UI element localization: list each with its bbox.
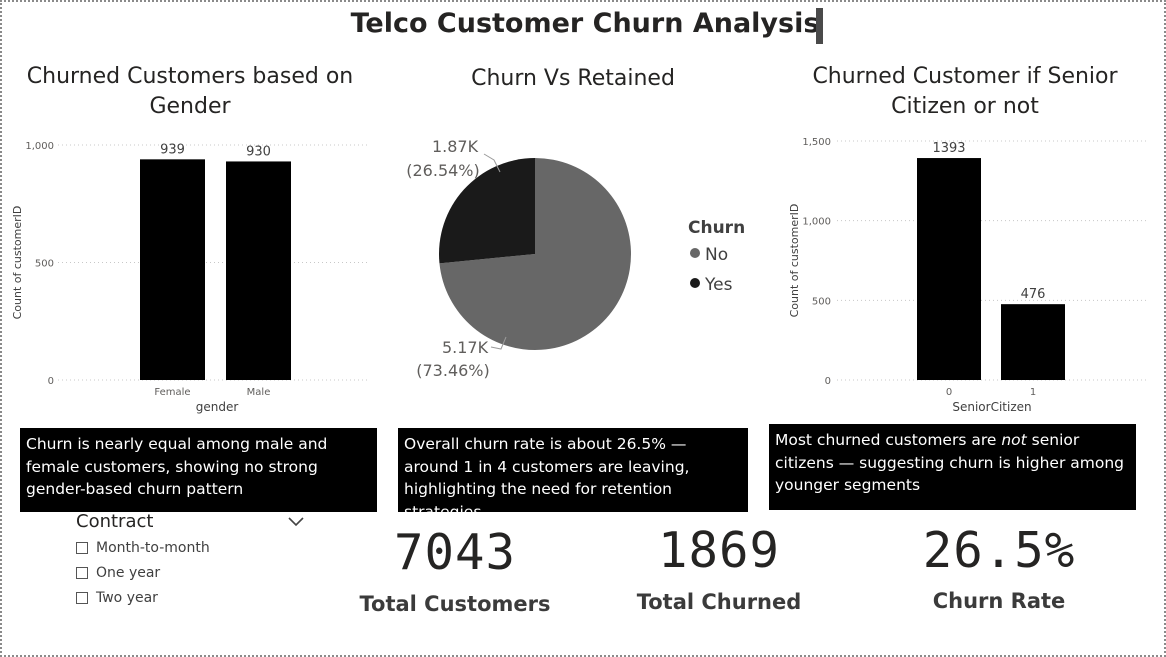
leader-line xyxy=(490,336,507,350)
pie-slice xyxy=(439,158,631,350)
slice-percent-label: (73.46%) xyxy=(416,361,490,380)
data-label: 930 xyxy=(246,144,271,159)
slice-percent-label: (26.54%) xyxy=(406,161,480,180)
senior-note-text-a: Most churned customers are xyxy=(775,431,1002,449)
bar xyxy=(140,159,205,380)
x-tick-label: 1 xyxy=(1030,387,1036,398)
bar xyxy=(917,158,981,380)
x-axis-label: SeniorCitizen xyxy=(952,400,1031,414)
legend-item-label: No xyxy=(705,245,728,265)
senior-chart-title: Churned Customer if Senior Citizen or no… xyxy=(812,64,1118,119)
data-label: 939 xyxy=(160,142,185,157)
y-tick-label: 500 xyxy=(35,259,54,270)
gender-insight-note: Churn is nearly equal among male and fem… xyxy=(20,428,377,512)
slicer-item-label: One year xyxy=(96,565,161,581)
overall-insight-note: Overall churn rate is about 26.5% — arou… xyxy=(398,428,748,521)
legend-marker xyxy=(690,248,700,258)
x-axis-label: gender xyxy=(196,400,239,414)
slicer-item-label: Month-to-month xyxy=(96,540,210,556)
contract-slicer: Contract Month-to-month One year Two yea… xyxy=(76,511,306,606)
y-axis-label: Count of customerID xyxy=(788,204,801,318)
kpi-total-churned-label: Total Churned xyxy=(636,590,802,614)
slicer-item-label: Two year xyxy=(96,590,158,606)
y-tick-label: 1,500 xyxy=(802,137,831,148)
checkbox[interactable] xyxy=(76,592,88,604)
data-label: 476 xyxy=(1021,287,1046,302)
y-tick-label: 0 xyxy=(48,376,54,387)
kpi-churn-rate-label: Churn Rate xyxy=(932,589,1066,613)
kpi-total-customers-label: Total Customers xyxy=(359,592,551,616)
slicer-item-one-year[interactable]: One year xyxy=(76,565,306,581)
kpi-churn-rate-value: 26.5% xyxy=(922,522,1076,579)
legend-marker xyxy=(690,278,700,288)
x-tick-label: Female xyxy=(154,387,190,398)
slicer-item-two-year[interactable]: Two year xyxy=(76,590,306,606)
gender-chart-title: Churned Customers based on Gender xyxy=(26,64,354,119)
checkbox[interactable] xyxy=(76,542,88,554)
y-tick-label: 0 xyxy=(825,376,831,387)
pie-chart-title: Churn Vs Retained xyxy=(471,66,675,91)
senior-note-emphasis: not xyxy=(1001,431,1027,449)
y-tick-label: 1,000 xyxy=(802,217,831,228)
slicer-item-month-to-month[interactable]: Month-to-month xyxy=(76,540,306,556)
y-axis-label: Count of customerID xyxy=(11,206,24,320)
bar xyxy=(1001,304,1065,380)
leader-line xyxy=(483,153,501,173)
slice-value-label: 5.17K xyxy=(442,338,489,357)
churn-pie-chart: 1.87K (26.54%) 5.17K (73.46%) Churn No Yes xyxy=(406,137,745,380)
page-title: Telco Customer Churn Analysis xyxy=(350,8,820,39)
slicer-title: Contract xyxy=(76,511,154,532)
kpi-total-churned-value: 1869 xyxy=(657,522,780,579)
senior-insight-note: Most churned customers are not senior ci… xyxy=(769,424,1136,510)
chevron-down-icon[interactable] xyxy=(288,512,304,531)
legend-item-label: Yes xyxy=(704,275,733,295)
data-label: 1393 xyxy=(932,141,965,156)
senior-note-text-b: senior citizens — suggesting churn is hi… xyxy=(775,431,1124,494)
x-tick-label: Male xyxy=(247,387,271,398)
y-tick-label: 1,000 xyxy=(25,141,54,152)
x-tick-label: 0 xyxy=(946,387,952,398)
slice-value-label: 1.87K xyxy=(432,137,479,156)
checkbox[interactable] xyxy=(76,567,88,579)
kpi-total-customers-value: 7043 xyxy=(393,524,516,581)
senior-bar-chart: 0 500 1,000 1,500 1393 0 476 1 SeniorCitizen Coun… xyxy=(788,137,1147,414)
y-tick-label: 500 xyxy=(812,296,831,307)
pie-slice xyxy=(439,158,535,264)
legend-title: Churn xyxy=(688,218,745,238)
gender-bar-chart: 0 500 1,000 939 Female 930 Male gender Count of … xyxy=(11,141,370,414)
title-accent-bar xyxy=(816,8,823,44)
bar xyxy=(226,161,291,380)
